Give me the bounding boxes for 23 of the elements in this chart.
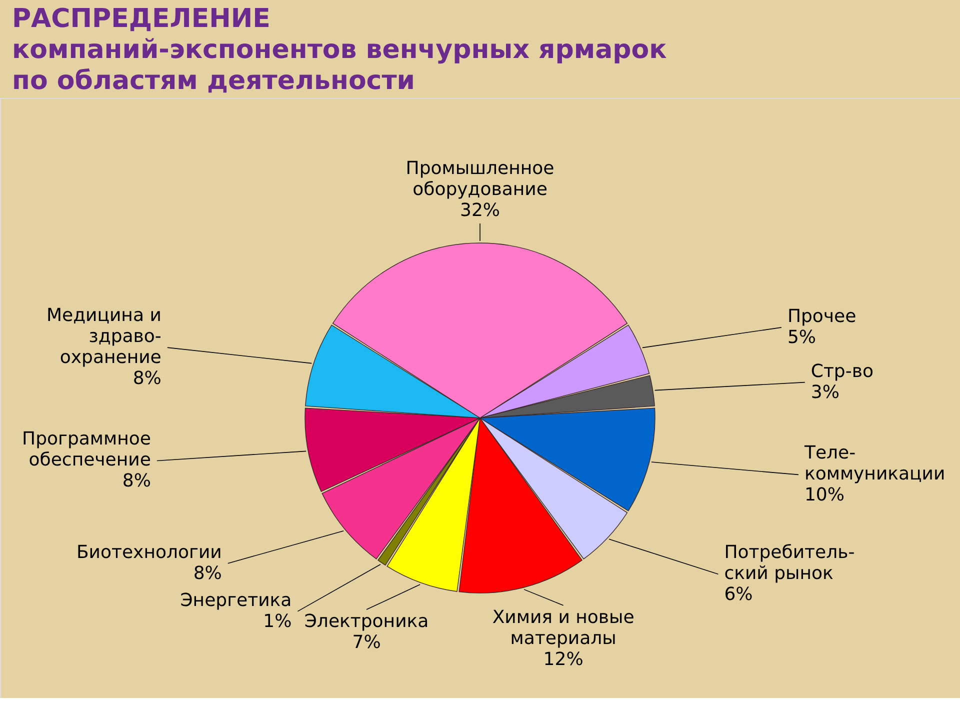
data-label: 32% [460,200,500,221]
data-label: 1% [263,610,292,632]
chart-title: РАСПРЕДЕЛЕНИЕ компаний-экспонентов венчурных ярмарок по областям деятельности [12,4,668,96]
data-label: 3% [810,382,840,403]
slice-label: Энергетика [180,590,292,611]
data-label: 8% [132,368,162,390]
slice-label: Электроника [304,611,429,632]
data-label: 7% [352,632,381,654]
slice-label: Прочее [787,306,856,327]
data-label: 5% [787,326,816,348]
slice-label: Химия и новые материалы [492,606,634,649]
data-label: 10% [804,484,844,506]
slice-label: Стр-во [810,360,874,382]
data-label: 6% [724,584,753,606]
slice-label: Потребитель- ский рынок [724,542,855,584]
slice-label: Программное обеспечение [22,428,151,471]
data-label: 12% [543,648,584,670]
slice-label: Промышленное оборудование [406,158,554,200]
slice-label: Теле- коммуникации [803,442,946,485]
data-label: 8% [122,470,151,492]
slice-label: Медицина и здраво- охранение [46,305,162,368]
data-label: 8% [193,562,222,584]
slice-label: Биотехнологии [76,542,222,563]
